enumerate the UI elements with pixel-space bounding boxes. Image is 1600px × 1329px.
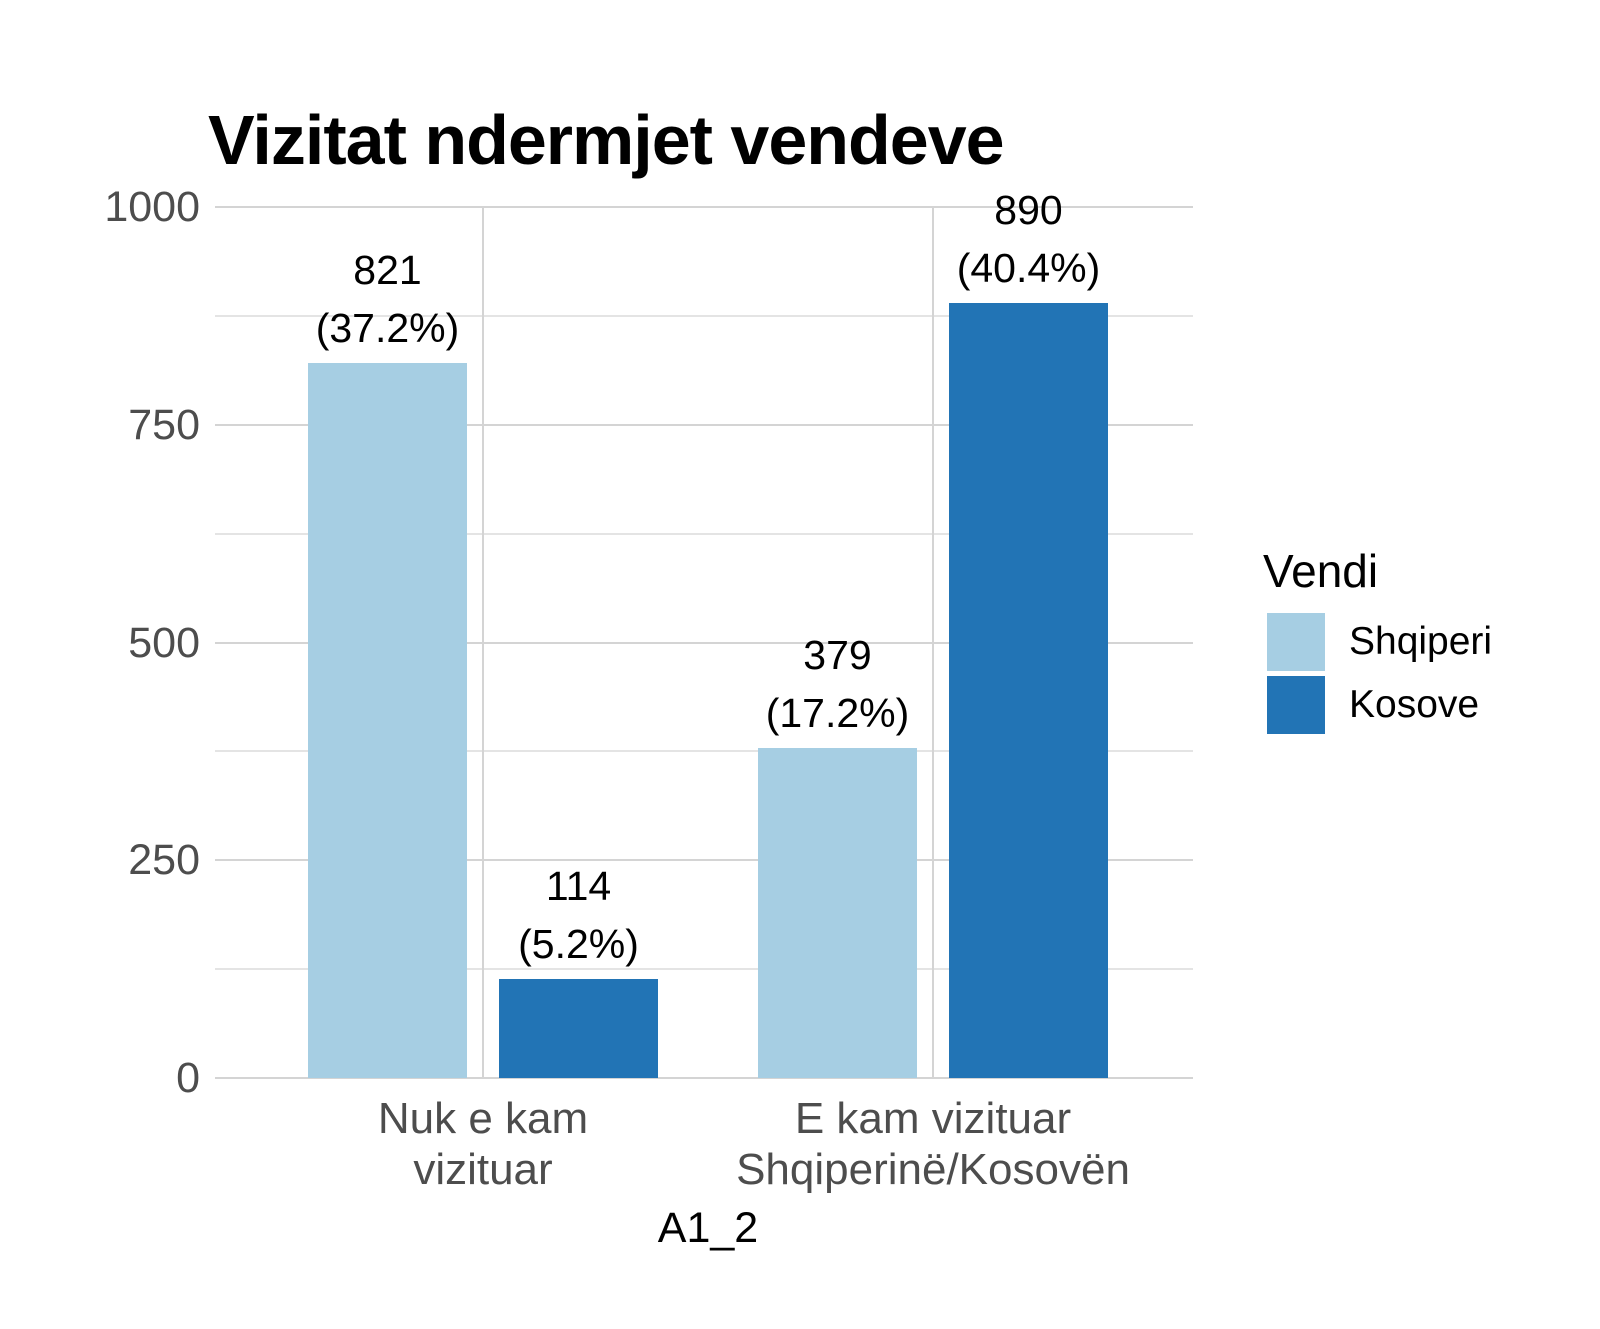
bar-count: 379 (803, 631, 872, 678)
bar-percent: (40.4%) (956, 244, 1101, 291)
bar-percent: (17.2%) (765, 689, 910, 736)
x-axis-title: A1_2 (657, 1204, 759, 1252)
gridline-minor (215, 314, 1193, 317)
bar-count: 890 (994, 186, 1063, 233)
legend-swatch (1267, 613, 1325, 671)
bar-kosove (499, 978, 658, 1078)
chart-title: Vizitat ndermjet vendeve (208, 101, 1005, 179)
bar-percent: (5.2%) (518, 920, 639, 967)
gridline-major (215, 641, 1193, 644)
gridline-major-vertical (932, 207, 934, 1078)
bar-percent: (37.2%) (315, 304, 460, 351)
y-axis-tick-label: 0 (176, 1054, 200, 1102)
legend-swatch (1267, 676, 1325, 734)
legend-item-label: Shqiperi (1349, 620, 1493, 663)
bar-value-label: 890 (40.4%) (849, 181, 1209, 297)
gridline-minor (215, 750, 1193, 753)
legend-title: Vendi (1263, 545, 1379, 597)
y-axis-tick-label: 750 (128, 400, 200, 449)
gridline-major (215, 206, 1193, 208)
gridline-major (215, 423, 1193, 426)
bar-count: 821 (353, 246, 422, 293)
x-axis-tick-line: vizituar (413, 1145, 553, 1194)
bar-value-label: 114 (5.2%) (399, 857, 759, 973)
bar-kosove (949, 302, 1108, 1078)
gridline-minor (215, 532, 1193, 535)
legend-item-kosove: Kosove (1267, 676, 1479, 734)
gridline-major (215, 1077, 1193, 1079)
x-axis-tick-label: Nuk e kam vizituar (183, 1093, 783, 1195)
bar-shqiperi (758, 747, 917, 1078)
x-axis-tick-label: E kam vizituar Shqiperinë/Kosovën (633, 1093, 1233, 1195)
bar-shqiperi (308, 362, 467, 1078)
x-axis-tick-line: Shqiperinë/Kosovën (736, 1145, 1130, 1194)
legend-item-shqiperi: Shqiperi (1267, 613, 1492, 671)
x-axis-tick-line: Nuk e kam (377, 1094, 589, 1143)
bar-value-label: 821 (37.2%) (208, 241, 568, 357)
y-axis-tick-label: 250 (128, 836, 200, 885)
gridline-major-vertical (482, 207, 484, 1078)
gridline-minor (215, 968, 1193, 971)
plot-panel (215, 206, 1193, 1079)
bar-value-label: 379 (17.2%) (658, 626, 1018, 742)
gridline-major (215, 859, 1193, 862)
legend-item-label: Kosove (1349, 683, 1480, 726)
bar-count: 114 (545, 862, 612, 909)
y-axis-tick-label: 1000 (104, 183, 200, 231)
y-axis-tick-label: 500 (128, 618, 200, 667)
x-axis-tick-line: E kam vizituar (794, 1094, 1072, 1143)
